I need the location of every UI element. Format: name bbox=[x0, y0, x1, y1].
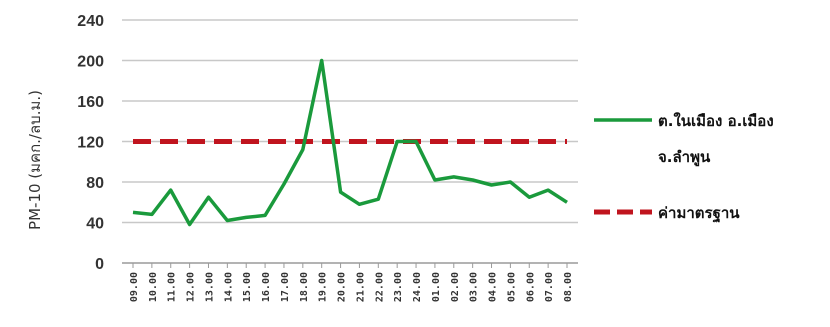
x-tick-label: 09.00 bbox=[129, 272, 140, 302]
x-tick-label: 14.00 bbox=[223, 272, 234, 302]
x-tick-label: 04.00 bbox=[488, 272, 499, 302]
x-tick-label: 15.00 bbox=[242, 272, 253, 302]
x-tick-label: 07.00 bbox=[544, 272, 555, 302]
x-tick-labels: 09.00 10.00 11.00 12.00 13.00 14.00 15.00 16.00… bbox=[129, 263, 574, 302]
x-tick-label: 06.00 bbox=[525, 272, 536, 302]
series-lines bbox=[132, 58, 568, 227]
pm10-series-line bbox=[132, 58, 568, 227]
x-tick-label: 01.00 bbox=[431, 272, 442, 302]
x-tick-label: 11.00 bbox=[167, 272, 178, 302]
legend-label: จ.ลำพูน bbox=[658, 148, 711, 167]
y-axis-label: PM-10 (มคก./ลบ.ม.) bbox=[26, 90, 44, 230]
x-tick-label: 02.00 bbox=[450, 272, 461, 302]
x-tick-label: 18.00 bbox=[299, 272, 310, 302]
x-tick-label: 19.00 bbox=[318, 272, 329, 302]
x-tick-label: 21.00 bbox=[355, 272, 366, 302]
y-tick-label: 120 bbox=[77, 135, 104, 152]
y-tick-label: 200 bbox=[77, 54, 104, 71]
x-tick-label: 16.00 bbox=[261, 272, 272, 302]
x-tick-label: 10.00 bbox=[148, 272, 159, 302]
x-tick-label: 23.00 bbox=[393, 272, 404, 302]
x-tick-label: 05.00 bbox=[506, 272, 517, 302]
y-tick-label: 40 bbox=[86, 216, 104, 233]
x-tick-label: 08.00 bbox=[563, 272, 574, 302]
y-tick-label: 80 bbox=[86, 175, 104, 192]
x-tick-label: 22.00 bbox=[374, 272, 385, 302]
x-tick-label: 12.00 bbox=[186, 272, 197, 302]
x-tick-label: 24.00 bbox=[412, 272, 423, 302]
x-tick-label: 13.00 bbox=[204, 272, 215, 302]
legend: ต.ในเมือง อ.เมืองจ.ลำพูนค่ามาตรฐาน bbox=[594, 112, 774, 223]
legend-label: ต.ในเมือง อ.เมือง bbox=[658, 112, 774, 130]
y-tick-label: 160 bbox=[77, 94, 104, 111]
y-tick-label: 0 bbox=[95, 256, 104, 273]
x-tick-label: 20.00 bbox=[337, 272, 348, 302]
x-tick-label: 03.00 bbox=[469, 272, 480, 302]
legend-label: ค่ามาตรฐาน bbox=[658, 204, 740, 223]
y-tick-label: 240 bbox=[77, 13, 104, 30]
x-tick-label: 17.00 bbox=[280, 272, 291, 302]
y-tick-labels: 0 40 80 120 160 200 240 bbox=[77, 13, 104, 273]
